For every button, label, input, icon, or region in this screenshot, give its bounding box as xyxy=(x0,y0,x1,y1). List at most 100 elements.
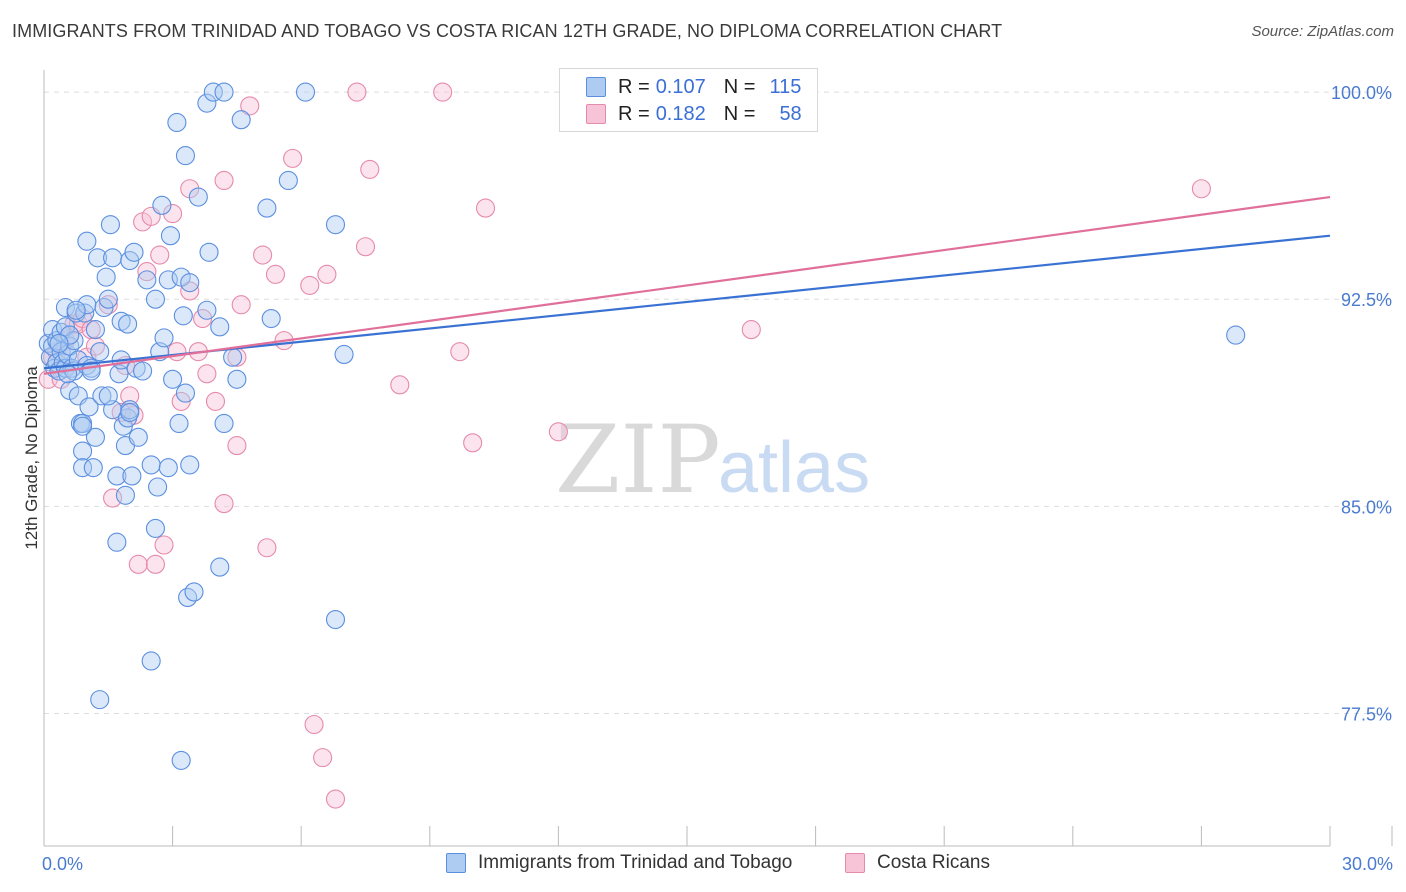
data-point-costa-ricans xyxy=(741,320,761,340)
bottom-legend-label: Costa Ricans xyxy=(877,852,990,873)
r-value: 0.182 xyxy=(655,102,706,125)
data-point-trinidad-tobago xyxy=(203,82,223,102)
data-point-trinidad-tobago xyxy=(55,297,75,318)
data-point-trinidad-tobago xyxy=(199,242,219,262)
bottom-legend-trinidad: Immigrants from Trinidad and Tobago xyxy=(446,852,792,874)
y-tick-label: 77.5% xyxy=(1341,704,1392,724)
data-point-trinidad-tobago xyxy=(278,170,298,191)
n-value: 115 xyxy=(769,75,802,98)
data-point-costa-ricans xyxy=(137,262,157,282)
x-tick-label: 0.0% xyxy=(42,854,83,874)
data-point-costa-ricans xyxy=(163,204,183,224)
data-point-trinidad-tobago xyxy=(184,582,204,602)
bottom-legend-label: Immigrants from Trinidad and Tobago xyxy=(478,852,793,873)
data-point-costa-ricans xyxy=(257,538,277,558)
y-axis-label: 12th Grade, No Diploma xyxy=(22,366,41,550)
y-tick-label: 92.5% xyxy=(1341,290,1392,310)
data-point-trinidad-tobago xyxy=(145,518,166,538)
data-point-costa-ricans xyxy=(325,789,346,809)
data-point-trinidad-tobago xyxy=(100,215,120,235)
data-point-costa-ricans xyxy=(313,748,333,768)
data-point-costa-ricans xyxy=(231,295,251,315)
data-point-trinidad-tobago xyxy=(73,416,93,436)
data-point-trinidad-tobago xyxy=(154,328,174,348)
legend-row-costa-rican: R = 0.182 N = 58 xyxy=(586,102,802,126)
x-tick-labels: 0.0% 30.0% xyxy=(42,854,1393,874)
data-point-trinidad-tobago xyxy=(214,82,234,102)
data-point-trinidad-tobago xyxy=(180,455,200,475)
data-point-costa-ricans xyxy=(197,364,217,384)
data-point-trinidad-tobago xyxy=(103,248,123,268)
n-label: N = xyxy=(723,75,756,98)
data-point-trinidad-tobago xyxy=(128,427,148,447)
data-point-trinidad-tobago xyxy=(83,458,103,478)
data-point-costa-ricans xyxy=(300,275,320,295)
data-point-trinidad-tobago xyxy=(122,466,142,486)
data-point-trinidad-tobago xyxy=(120,402,140,422)
data-point-trinidad-tobago xyxy=(60,325,80,345)
data-point-trinidad-tobago xyxy=(163,369,183,389)
data-point-trinidad-tobago xyxy=(107,466,127,486)
axes xyxy=(43,70,1393,847)
data-point-trinidad-tobago xyxy=(197,93,217,113)
data-point-costa-ricans xyxy=(304,714,324,735)
y-tick-labels: 100.0% 92.5% 85.0% 77.5% xyxy=(1331,83,1392,724)
data-point-costa-ricans xyxy=(265,264,286,284)
n-value: 58 xyxy=(779,102,802,125)
data-point-trinidad-tobago xyxy=(227,369,247,389)
bottom-legend-swatch-pink xyxy=(845,853,865,873)
legend-swatch-pink xyxy=(586,104,606,124)
data-point-costa-ricans xyxy=(1191,179,1211,199)
series-trinidad-tobago xyxy=(38,82,1246,770)
data-point-trinidad-tobago xyxy=(167,112,187,133)
data-point-costa-ricans xyxy=(283,148,303,168)
data-point-costa-ricans xyxy=(475,198,496,218)
data-point-costa-ricans xyxy=(154,535,174,555)
data-point-costa-ricans xyxy=(360,159,380,179)
data-point-trinidad-tobago xyxy=(133,361,153,381)
data-point-trinidad-tobago xyxy=(160,226,181,246)
data-point-trinidad-tobago xyxy=(231,110,251,130)
source-credit: Source: ZipAtlas.com xyxy=(1251,23,1394,40)
chart-title: IMMIGRANTS FROM TRINIDAD AND TOBAGO VS C… xyxy=(12,21,1003,41)
data-point-costa-ricans xyxy=(253,245,273,265)
data-point-trinidad-tobago xyxy=(173,306,193,326)
data-point-trinidad-tobago xyxy=(85,320,105,340)
data-point-trinidad-tobago xyxy=(188,187,208,207)
r-label: R = xyxy=(618,102,650,125)
data-point-trinidad-tobago xyxy=(210,557,230,577)
data-point-trinidad-tobago xyxy=(169,413,189,434)
data-point-trinidad-tobago xyxy=(77,231,97,251)
bottom-legend-costa-ricans: Costa Ricans xyxy=(845,852,990,874)
legend-row-trinidad: R = 0.107 N = 115 xyxy=(586,75,801,99)
data-point-trinidad-tobago xyxy=(214,413,234,434)
data-point-costa-ricans xyxy=(180,281,200,301)
data-point-trinidad-tobago xyxy=(152,195,172,215)
data-point-trinidad-tobago xyxy=(148,477,168,497)
data-point-costa-ricans xyxy=(390,375,410,395)
data-point-trinidad-tobago xyxy=(88,248,108,268)
trend-line-costa-ricans xyxy=(43,195,1331,375)
data-point-trinidad-tobago xyxy=(180,273,200,293)
data-point-trinidad-tobago xyxy=(107,532,127,552)
data-point-trinidad-tobago xyxy=(175,146,196,166)
r-label: R = xyxy=(618,75,650,98)
stats-legend: R = 0.107 N = 115 R = 0.182 N = 58 xyxy=(559,68,818,132)
bottom-legend-swatch-blue xyxy=(446,853,466,873)
data-point-trinidad-tobago xyxy=(175,383,196,403)
data-point-trinidad-tobago xyxy=(197,300,217,320)
data-point-trinidad-tobago xyxy=(1226,325,1246,345)
data-point-trinidad-tobago xyxy=(109,364,129,384)
watermark-zip: ZIP xyxy=(555,406,721,515)
data-point-costa-ricans xyxy=(463,433,483,453)
trend-lines xyxy=(43,195,1331,375)
data-point-costa-ricans xyxy=(150,245,170,265)
data-point-trinidad-tobago xyxy=(98,386,118,406)
data-point-trinidad-tobago xyxy=(66,300,86,320)
data-point-trinidad-tobago xyxy=(257,198,277,218)
data-point-trinidad-tobago xyxy=(115,485,135,505)
data-point-costa-ricans xyxy=(240,96,260,116)
data-point-costa-ricans xyxy=(128,554,148,574)
data-point-costa-ricans xyxy=(167,342,187,362)
data-point-trinidad-tobago xyxy=(73,458,93,478)
